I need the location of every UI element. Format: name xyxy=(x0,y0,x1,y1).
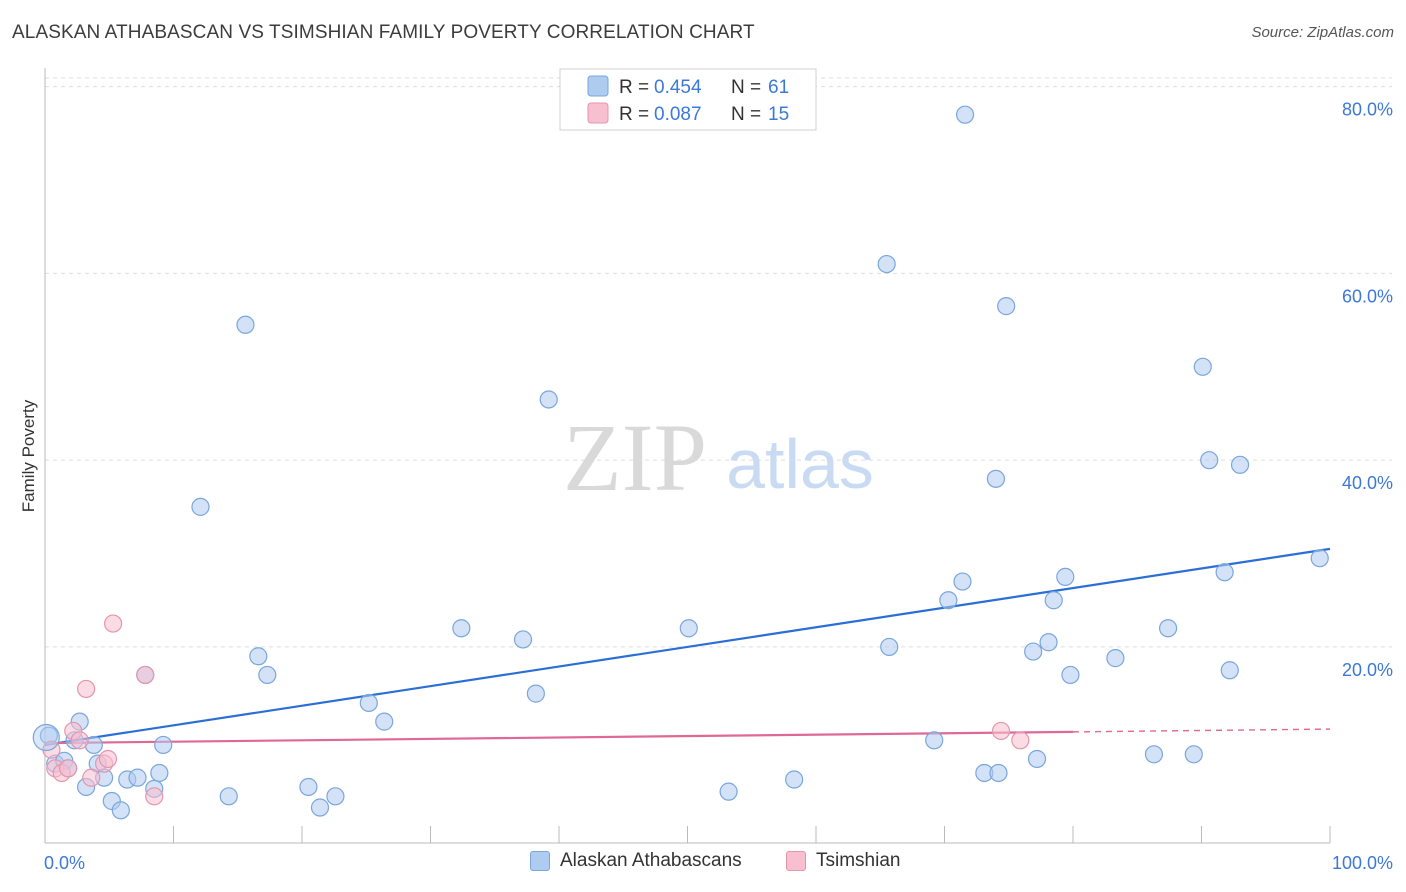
watermark: ZIP atlas xyxy=(563,404,874,511)
trend-line-blue xyxy=(44,547,1331,747)
legend-item-tsimshian: Tsimshian xyxy=(786,850,900,872)
legend-r-value-pink: 0.087 xyxy=(654,104,702,125)
point-blue-54 xyxy=(1184,745,1203,764)
legend-row-pink: R = 0.087 N = 15 xyxy=(587,102,789,125)
legend-bottom: Alaskan Athabascans Tsimshian xyxy=(0,850,1406,880)
point-blue-25 xyxy=(326,787,345,806)
point-blue-52 xyxy=(1144,745,1164,764)
point-blue-22 xyxy=(258,665,277,685)
point-blue-58 xyxy=(1220,661,1239,680)
data-points xyxy=(32,105,1329,820)
point-blue-30 xyxy=(526,684,545,703)
legend-swatch-pink xyxy=(587,102,609,124)
point-blue-35 xyxy=(877,254,896,274)
legend-n-label-pink: N = xyxy=(731,104,761,125)
point-blue-23 xyxy=(299,777,318,797)
point-pink-9 xyxy=(98,749,118,769)
source-label: Source: ZipAtlas.com xyxy=(1251,24,1394,41)
chart-title: ALASKAN ATHABASCAN VS TSIMSHIAN FAMILY P… xyxy=(12,22,755,43)
point-blue-20 xyxy=(236,315,255,334)
point-blue-11 xyxy=(111,801,130,820)
point-pink-12 xyxy=(145,787,164,806)
point-blue-36 xyxy=(880,637,899,657)
point-blue-51 xyxy=(1106,649,1125,668)
watermark-zip: ZIP xyxy=(563,404,707,511)
trend-line-pink-dashed xyxy=(1072,728,1331,733)
y-axis-label: Family Poverty xyxy=(19,399,38,512)
point-blue-46 xyxy=(1027,749,1047,769)
point-blue-31 xyxy=(539,390,558,409)
point-blue-59 xyxy=(1230,455,1250,474)
point-blue-27 xyxy=(375,712,394,731)
point-blue-55 xyxy=(1193,357,1212,376)
legend-swatch-blue xyxy=(587,75,609,97)
point-blue-19 xyxy=(219,787,238,806)
point-blue-42 xyxy=(986,469,1006,488)
point-pink-5 xyxy=(70,731,89,750)
point-blue-16 xyxy=(150,763,169,783)
point-pink-3 xyxy=(59,759,78,778)
point-pink-7 xyxy=(82,768,101,787)
watermark-atlas: atlas xyxy=(726,425,874,503)
point-blue-26 xyxy=(359,693,378,713)
point-blue-39 xyxy=(953,572,972,591)
point-blue-18 xyxy=(191,497,210,516)
legend-n-value-blue: 61 xyxy=(768,77,789,98)
point-blue-45 xyxy=(1024,642,1043,661)
legend-row-blue: R = 0.454 N = 61 xyxy=(587,75,789,98)
legend-r-label-blue: R = xyxy=(619,77,649,98)
legend-r-label-pink: R = xyxy=(619,104,649,125)
point-pink-13 xyxy=(991,721,1011,741)
point-blue-53 xyxy=(1158,619,1178,638)
point-pink-6 xyxy=(77,679,96,699)
point-blue-47 xyxy=(1039,633,1058,652)
point-blue-48 xyxy=(1044,591,1063,610)
legend-swatch-pink xyxy=(786,851,806,871)
gridlines xyxy=(45,77,1392,648)
point-blue-50 xyxy=(1061,665,1080,685)
point-blue-49 xyxy=(1056,567,1075,586)
point-blue-57 xyxy=(1215,563,1234,582)
point-blue-13 xyxy=(128,768,147,787)
point-blue-44 xyxy=(997,297,1016,316)
point-pink-14 xyxy=(1011,731,1030,750)
point-blue-33 xyxy=(719,782,738,801)
point-pink-11 xyxy=(136,665,155,685)
legend-r-value-blue: 0.454 xyxy=(654,77,702,98)
legend-top: R = 0.454 N = 61 R = 0.087 N = 15 xyxy=(559,68,817,131)
point-blue-29 xyxy=(513,630,533,649)
point-blue-cluster xyxy=(32,723,60,752)
y-tick-label-60: 60.0% xyxy=(1342,286,1393,306)
legend-label-alaskan-athabascans: Alaskan Athabascans xyxy=(560,850,742,871)
x-tick-label-0: 0.0% xyxy=(44,853,85,873)
point-blue-32 xyxy=(679,619,698,638)
legend-item-alaskan-athabascans: Alaskan Athabascans xyxy=(530,850,742,872)
trend-lines xyxy=(44,547,1331,747)
legend-swatch-blue xyxy=(530,851,550,871)
point-blue-43 xyxy=(989,763,1008,783)
point-blue-24 xyxy=(310,798,330,817)
trend-line-pink-solid xyxy=(44,730,1074,745)
y-tick-label-40: 40.0% xyxy=(1342,473,1393,493)
point-blue-38 xyxy=(939,591,958,610)
axes xyxy=(44,68,1331,844)
point-blue-34 xyxy=(785,770,804,789)
legend-n-value-pink: 15 xyxy=(768,104,789,125)
y-tick-label-80: 80.0% xyxy=(1342,100,1393,120)
x-tick-label-100: 100.0% xyxy=(1332,853,1393,873)
tick-labels: 20.0% 40.0% 60.0% 80.0% 0.0% 100.0% xyxy=(44,100,1393,873)
point-blue-37 xyxy=(925,731,944,750)
y-tick-label-20: 20.0% xyxy=(1342,660,1393,680)
legend-n-label-blue: N = xyxy=(731,77,761,98)
point-blue-40 xyxy=(955,105,975,124)
point-blue-21 xyxy=(249,647,268,666)
point-blue-60 xyxy=(1310,549,1329,568)
point-pink-10 xyxy=(104,614,123,633)
point-blue-56 xyxy=(1200,451,1219,470)
point-blue-28 xyxy=(452,619,471,638)
legend-label-tsimshian: Tsimshian xyxy=(816,850,901,871)
point-blue-17 xyxy=(154,735,173,755)
